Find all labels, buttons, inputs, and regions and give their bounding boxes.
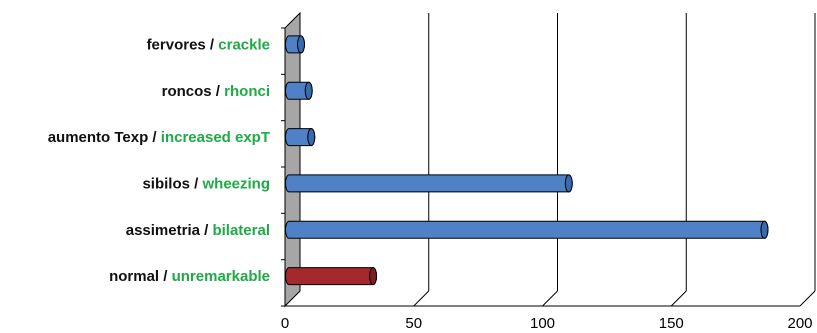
floor-gridline <box>413 290 430 307</box>
category-labels: fervores / crackle roncos / rhonci aumento… <box>48 36 270 285</box>
category-label-es: roncos <box>162 83 212 100</box>
category-label-separator: / <box>200 222 213 239</box>
floor-gridline <box>670 290 687 307</box>
bar <box>285 267 378 286</box>
bar-end-cap <box>296 35 305 54</box>
bar <box>285 174 573 193</box>
category-label-en: wheezing <box>201 175 270 192</box>
bar-body <box>285 220 769 239</box>
bar <box>285 128 316 147</box>
category-label-es: sibilos <box>142 175 190 192</box>
bar-body <box>285 174 573 193</box>
category-label-es: assimetria <box>126 222 201 239</box>
floor-gridline <box>799 290 816 307</box>
category-label-es: fervores <box>147 36 206 53</box>
x-tick-label: 200 <box>787 315 812 332</box>
category-label-es: normal <box>109 268 159 285</box>
bars <box>285 35 769 286</box>
category-label-en: unremarkable <box>172 268 270 285</box>
bar-end-cap <box>307 128 316 147</box>
floor-gridline <box>542 290 558 307</box>
category-label-separator: / <box>212 83 225 100</box>
category-label: normal / unremarkable <box>109 268 270 285</box>
x-tick-label: 150 <box>659 315 684 332</box>
bar-body <box>285 267 378 286</box>
category-label-separator: / <box>190 175 203 192</box>
bar <box>285 220 769 239</box>
bar-end-cap <box>760 220 769 239</box>
category-label-en: increased expT <box>161 129 270 146</box>
category-label: assimetria / bilateral <box>126 222 270 239</box>
x-tick-label: 100 <box>530 315 555 332</box>
grid-lines <box>285 13 816 307</box>
category-label-en: bilateral <box>212 222 270 239</box>
x-tick-label: 0 <box>281 315 289 332</box>
category-label: roncos / rhonci <box>162 83 270 100</box>
category-label-separator: / <box>206 36 219 53</box>
category-label: sibilos / wheezing <box>142 175 270 192</box>
x-tick-label: 50 <box>405 315 422 332</box>
category-label-separator: / <box>159 268 172 285</box>
category-label: aumento Texp / increased expT <box>48 129 270 146</box>
category-label-es: aumento Texp <box>48 129 149 146</box>
bar-end-cap <box>564 174 573 193</box>
bar-end-cap <box>304 81 313 100</box>
bar-end-cap <box>369 267 378 286</box>
category-label-separator: / <box>148 129 161 146</box>
bar <box>285 35 305 54</box>
category-label: fervores / crackle <box>147 36 270 53</box>
x-axis-ticks: 0 50 100 150 200 <box>281 315 813 332</box>
chart-side-wall <box>281 11 301 308</box>
category-label-en: rhonci <box>224 83 270 100</box>
side-wall-panel <box>284 11 301 308</box>
bar <box>285 81 313 100</box>
category-label-en: crackle <box>218 36 270 53</box>
